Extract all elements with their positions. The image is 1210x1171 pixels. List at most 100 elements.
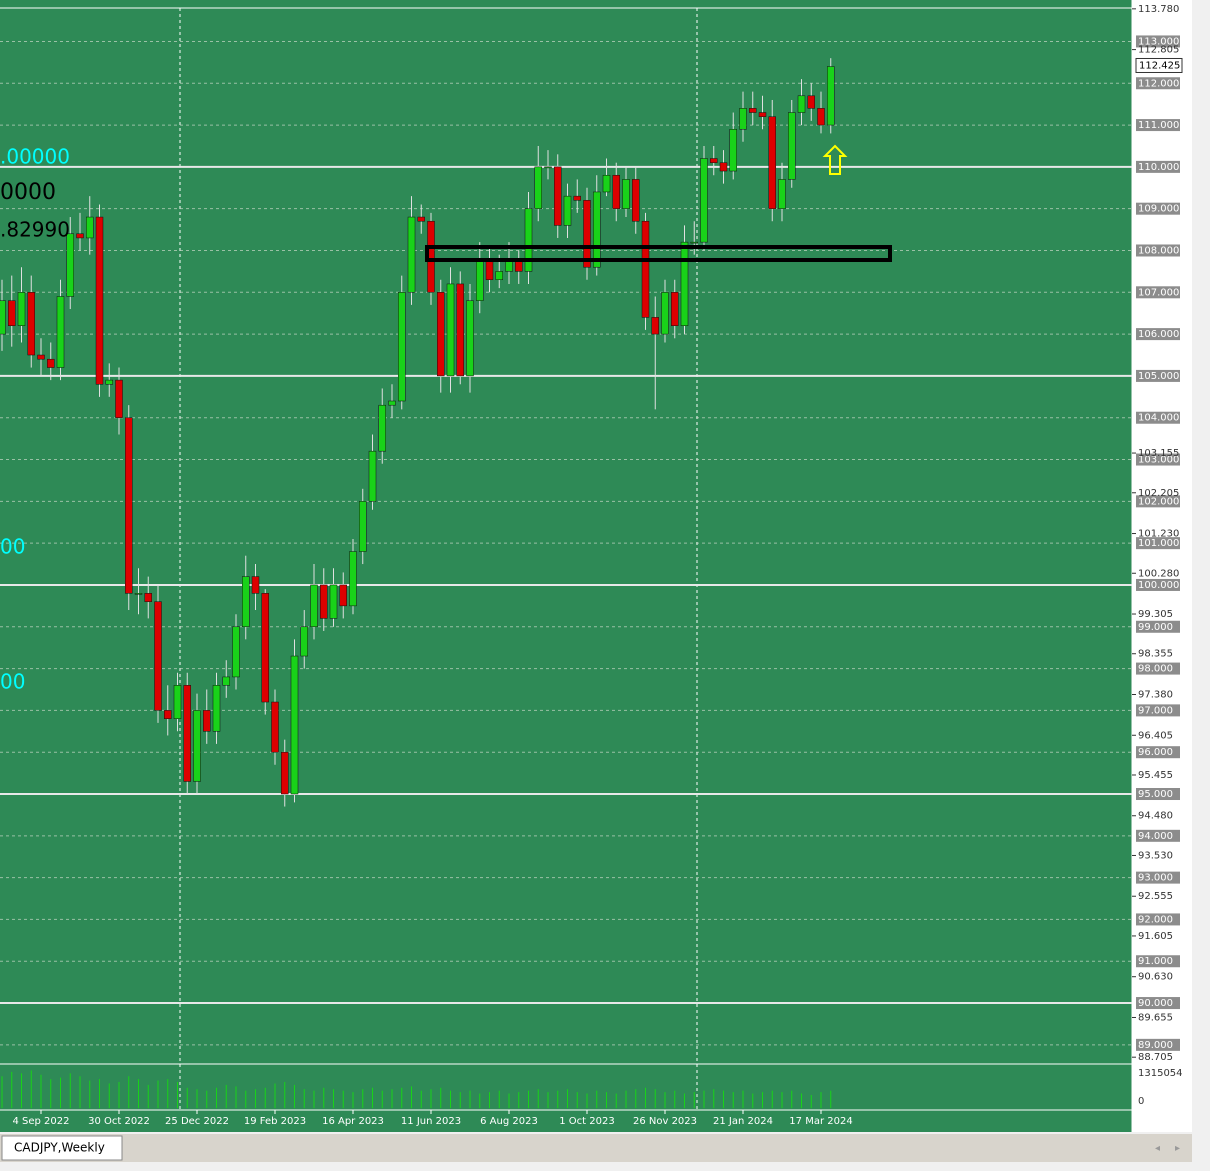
y-tick-label: 113.000 <box>1138 36 1179 47</box>
y-tick-label: 96.405 <box>1138 730 1173 741</box>
candle-body <box>144 593 152 602</box>
y-tick-label: 90.630 <box>1138 972 1173 983</box>
candle-body <box>417 216 425 222</box>
y-tick-label: 99.305 <box>1138 609 1173 620</box>
candle-body <box>368 450 377 502</box>
candle-body <box>359 501 367 552</box>
candle-body <box>622 179 630 209</box>
candle-body <box>212 685 221 732</box>
tick-box <box>1136 829 1180 842</box>
candle-body <box>495 271 503 281</box>
candle-body <box>349 551 357 607</box>
candle-body <box>534 166 542 209</box>
candle-body <box>0 300 6 335</box>
candle-body <box>105 379 113 385</box>
y-tick-label: 89.000 <box>1138 1040 1173 1051</box>
symbol-tab-label[interactable]: CADJPY,Weekly <box>14 1141 105 1155</box>
x-tick-label: 16 Apr 2023 <box>322 1116 384 1127</box>
y-tick-label: 95.000 <box>1138 789 1173 800</box>
candle-body <box>544 166 552 169</box>
candle-body <box>456 283 464 377</box>
candle-body <box>8 300 16 326</box>
y-tick-label: 105.000 <box>1138 371 1179 382</box>
tab-bar <box>0 1134 1192 1162</box>
candle-body <box>76 233 84 239</box>
x-tick-label: 4 Sep 2022 <box>12 1116 69 1127</box>
candle-body <box>164 710 172 719</box>
y-tick-label: 92.000 <box>1138 914 1173 925</box>
candle-body <box>632 179 640 222</box>
candle-body <box>554 166 562 226</box>
y-tick-label: 100.280 <box>1138 568 1179 579</box>
volume-tick-label: 1315054 <box>1138 1068 1183 1079</box>
candle-body <box>17 292 26 326</box>
scroll-right[interactable]: ▸ <box>1175 1143 1180 1154</box>
y-tick-label: 112.000 <box>1138 78 1179 89</box>
y-tick-label: 95.455 <box>1138 770 1173 781</box>
price-axis-background <box>1132 0 1192 1132</box>
y-tick-label: 103.155 <box>1138 448 1179 459</box>
scroll-left[interactable]: ◂ <box>1155 1143 1160 1154</box>
y-tick-label: 109.000 <box>1138 204 1179 215</box>
candle-body <box>602 174 611 193</box>
tick-box <box>1136 453 1180 466</box>
tick-box <box>1136 662 1180 675</box>
candle-body <box>700 158 708 243</box>
tick-box <box>1136 369 1180 382</box>
annotation: 0000 <box>0 180 56 205</box>
candle-body <box>251 576 260 594</box>
tick-box <box>1136 495 1180 508</box>
candle-body <box>115 379 123 418</box>
x-tick-label: 19 Feb 2023 <box>244 1116 306 1127</box>
candle-body <box>583 200 591 268</box>
y-tick-label: 92.555 <box>1138 891 1173 902</box>
candle-body <box>242 576 250 628</box>
tick-box <box>1136 997 1180 1010</box>
candle-body <box>641 220 650 318</box>
volume <box>1 1070 832 1108</box>
candle-body <box>807 95 815 109</box>
y-tick-label: 100.000 <box>1138 580 1179 591</box>
tick-box <box>1136 411 1180 424</box>
tick-box <box>1136 77 1180 90</box>
candle-body <box>222 676 230 686</box>
x-tick-label: 21 Jan 2024 <box>713 1116 773 1127</box>
symbol-tab[interactable] <box>1 1135 123 1161</box>
y-tick-label: 88.705 <box>1138 1052 1173 1063</box>
candle-body <box>154 601 162 711</box>
x-tick-label: 1 Oct 2023 <box>559 1116 614 1127</box>
price-axis: 113.000 112.000 111.000 110.000 109.000 108.0… <box>1132 4 1183 1107</box>
y-tick-label: 98.355 <box>1138 649 1173 660</box>
candle-body <box>125 417 133 594</box>
up-arrow <box>822 144 848 175</box>
candle-body <box>671 292 679 326</box>
candle-body <box>203 710 211 732</box>
y-tick-label: 112.805 <box>1138 45 1179 56</box>
tick-box <box>1136 537 1180 550</box>
highlight-box <box>425 245 892 262</box>
tick-box <box>1136 286 1180 299</box>
candle-body <box>739 108 747 130</box>
tick-box <box>1136 1038 1180 1051</box>
candle-body <box>27 292 35 356</box>
y-tick-label: 101.230 <box>1138 529 1179 540</box>
candle-body <box>593 191 601 268</box>
candle-body <box>193 710 201 782</box>
y-tick-label: 91.000 <box>1138 956 1173 967</box>
volume-tick-label: 0 <box>1138 1096 1144 1107</box>
tick-box <box>1136 788 1180 801</box>
candle-body <box>768 116 776 209</box>
candle-body <box>66 233 74 297</box>
tick-box <box>1136 913 1180 926</box>
y-tick-label: 91.605 <box>1138 931 1173 942</box>
tick-box <box>1136 620 1180 633</box>
y-tick-label: 107.000 <box>1138 287 1179 298</box>
candle-body <box>95 216 104 385</box>
y-tick-label: 98.000 <box>1138 664 1173 675</box>
annotation: .00000 <box>0 145 70 169</box>
candle-body <box>563 195 572 226</box>
tick-box <box>1136 119 1180 132</box>
candle-body <box>329 584 338 619</box>
